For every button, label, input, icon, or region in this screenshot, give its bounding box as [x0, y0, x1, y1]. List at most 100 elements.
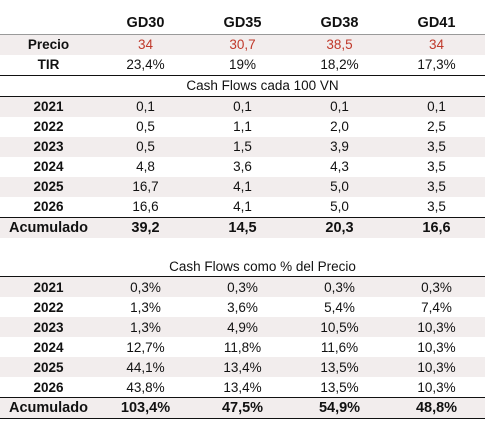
pct-cell: 10,3% — [417, 339, 456, 355]
bond-header: GD41 — [388, 12, 485, 35]
cashflow-cell: 1,5 — [194, 136, 291, 157]
row-label: Precio — [0, 34, 97, 55]
pct-cell: 0,3% — [194, 276, 291, 297]
pct-cell: 1,3% — [97, 317, 194, 337]
year-label: 2022 — [33, 119, 64, 134]
cashflow-cell: 3,9 — [291, 136, 388, 157]
cashflow-cell: 4,3 — [330, 159, 349, 174]
pct-cell: 12,7% — [126, 339, 165, 355]
corner-cell — [0, 12, 97, 35]
year-label: 2023 — [0, 317, 97, 337]
cashflow-cell: 1,1 — [233, 119, 252, 134]
cashflow-cell: 0,1 — [388, 96, 485, 117]
bond-header-row: GD30 GD35 GD38 GD41 — [0, 12, 485, 35]
cashflow-cell: 4,8 — [136, 159, 155, 174]
cashflow-cell: 0,1 — [291, 96, 388, 117]
total-cell: 14,5 — [194, 216, 291, 238]
table-row: 2024 4,8 3,6 4,3 3,5 — [0, 157, 485, 177]
cashflow-cell: 16,6 — [132, 199, 159, 214]
year-label: 2021 — [0, 96, 97, 117]
cashflow-cell: 3,5 — [388, 176, 485, 197]
total-cell: 54,9% — [291, 397, 388, 419]
table-row: 2025 16,7 4,1 5,0 3,5 — [0, 176, 485, 197]
table-row: 2026 43,8% 13,4% 13,5% 10,3% — [0, 377, 485, 398]
pct-cell: 1,3% — [130, 299, 161, 315]
section-title: Cash Flows cada 100 VN — [0, 74, 485, 97]
pct-cell: 7,4% — [421, 299, 452, 315]
year-label: 2026 — [33, 199, 64, 214]
pct-cell: 13,4% — [223, 379, 262, 395]
total-cell: 20,3 — [291, 216, 388, 238]
cashflow-cell: 3,6 — [233, 159, 252, 174]
table-row: 2025 44,1% 13,4% 13,5% 10,3% — [0, 357, 485, 377]
cashflow-cell: 0,1 — [97, 96, 194, 117]
section-title-row: Cash Flows como % del Precio — [0, 256, 485, 277]
tir-row: TIR 23,4% 19% 18,2% 17,3% — [0, 55, 485, 76]
table-row: 2023 1,3% 4,9% 10,5% 10,3% — [0, 317, 485, 337]
table-row: 2026 16,6 4,1 5,0 3,5 — [0, 197, 485, 218]
price-value: 34 — [388, 34, 485, 55]
pct-table: Cash Flows como % del Precio 2021 0,3% 0… — [0, 256, 485, 419]
total-label: Acumulado — [0, 397, 97, 419]
cashflow-cell: 3,5 — [427, 159, 446, 174]
bond-header: GD30 — [97, 12, 194, 35]
pct-cell: 0,3% — [388, 276, 485, 297]
year-label: 2021 — [0, 276, 97, 297]
total-cell: 16,6 — [388, 216, 485, 238]
cashflow-cell: 4,1 — [233, 199, 252, 214]
pct-cell: 13,5% — [320, 379, 359, 395]
table-row: 2021 0,3% 0,3% 0,3% 0,3% — [0, 276, 485, 297]
cashflow-cell: 4,1 — [194, 176, 291, 197]
price-value: 38,5 — [291, 34, 388, 55]
year-label: 2025 — [0, 176, 97, 197]
price-value: 34 — [97, 34, 194, 55]
year-label: 2023 — [0, 136, 97, 157]
pct-cell: 0,3% — [291, 276, 388, 297]
pct-cell: 3,6% — [227, 299, 258, 315]
pct-cell: 0,3% — [97, 276, 194, 297]
cashflow-cell: 16,7 — [97, 176, 194, 197]
pct-cell: 44,1% — [97, 357, 194, 377]
year-label: 2024 — [33, 159, 64, 174]
pct-cell: 43,8% — [126, 379, 165, 395]
pct-cell: 10,5% — [291, 317, 388, 337]
tir-value: 17,3% — [417, 57, 456, 72]
cashflow-table: GD30 GD35 GD38 GD41 Precio 34 30,7 38,5 … — [0, 12, 485, 238]
cashflow-cell: 2,0 — [330, 119, 349, 134]
bond-header: GD38 — [291, 12, 388, 35]
pct-cell: 11,6% — [320, 339, 359, 355]
pct-cell: 10,3% — [388, 317, 485, 337]
year-label: 2025 — [0, 357, 97, 377]
table-row: 2023 0,5 1,5 3,9 3,5 — [0, 136, 485, 157]
total-row: Acumulado 103,4% 47,5% 54,9% 48,8% — [0, 397, 485, 419]
table-row: 2021 0,1 0,1 0,1 0,1 — [0, 96, 485, 117]
cashflow-cell: 5,0 — [330, 199, 349, 214]
pct-cell: 13,4% — [194, 357, 291, 377]
total-row: Acumulado 39,2 14,5 20,3 16,6 — [0, 216, 485, 238]
tir-value: 18,2% — [320, 57, 359, 72]
total-cell: 47,5% — [194, 397, 291, 419]
year-label: 2022 — [33, 299, 64, 315]
total-label: Acumulado — [0, 216, 97, 238]
price-value: 30,7 — [194, 34, 291, 55]
cashflow-cell: 3,5 — [427, 199, 446, 214]
bond-header: GD35 — [194, 12, 291, 35]
cashflow-cell: 2,5 — [427, 119, 446, 134]
row-label: TIR — [37, 57, 60, 72]
total-cell: 48,8% — [388, 397, 485, 419]
section-title: Cash Flows como % del Precio — [0, 256, 485, 277]
total-cell: 103,4% — [97, 397, 194, 419]
tir-value: 19% — [228, 57, 257, 72]
pct-cell: 5,4% — [324, 299, 355, 315]
pct-cell: 10,3% — [417, 379, 456, 395]
cashflow-cell: 0,1 — [194, 96, 291, 117]
section-title-row: Cash Flows cada 100 VN — [0, 74, 485, 97]
table-row: 2022 0,5 1,1 2,0 2,5 — [0, 117, 485, 137]
cashflow-cell: 3,5 — [388, 136, 485, 157]
pct-cell: 4,9% — [194, 317, 291, 337]
total-cell: 39,2 — [97, 216, 194, 238]
pct-cell: 11,8% — [223, 339, 262, 355]
pct-cell: 13,5% — [291, 357, 388, 377]
year-label: 2024 — [33, 339, 64, 355]
